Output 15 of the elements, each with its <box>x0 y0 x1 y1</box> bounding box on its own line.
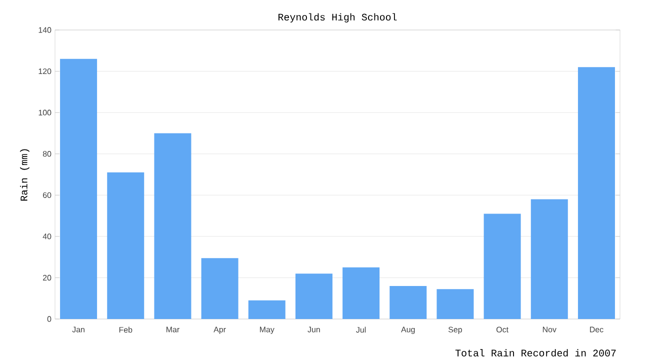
bar <box>484 214 521 319</box>
bar <box>154 133 192 319</box>
y-axis-title: Rain (mm) <box>20 149 30 201</box>
bar <box>530 199 568 319</box>
bar <box>342 267 380 319</box>
bar <box>578 67 615 319</box>
bar <box>390 286 427 319</box>
text: Total Rain Recorded in 2007 <box>455 349 616 356</box>
bar <box>107 172 144 319</box>
bar <box>60 58 98 319</box>
bar <box>295 274 332 319</box>
bar <box>248 300 286 319</box>
chart-title: Reynolds High School <box>278 13 397 22</box>
bar <box>436 289 474 319</box>
bar <box>201 258 238 319</box>
